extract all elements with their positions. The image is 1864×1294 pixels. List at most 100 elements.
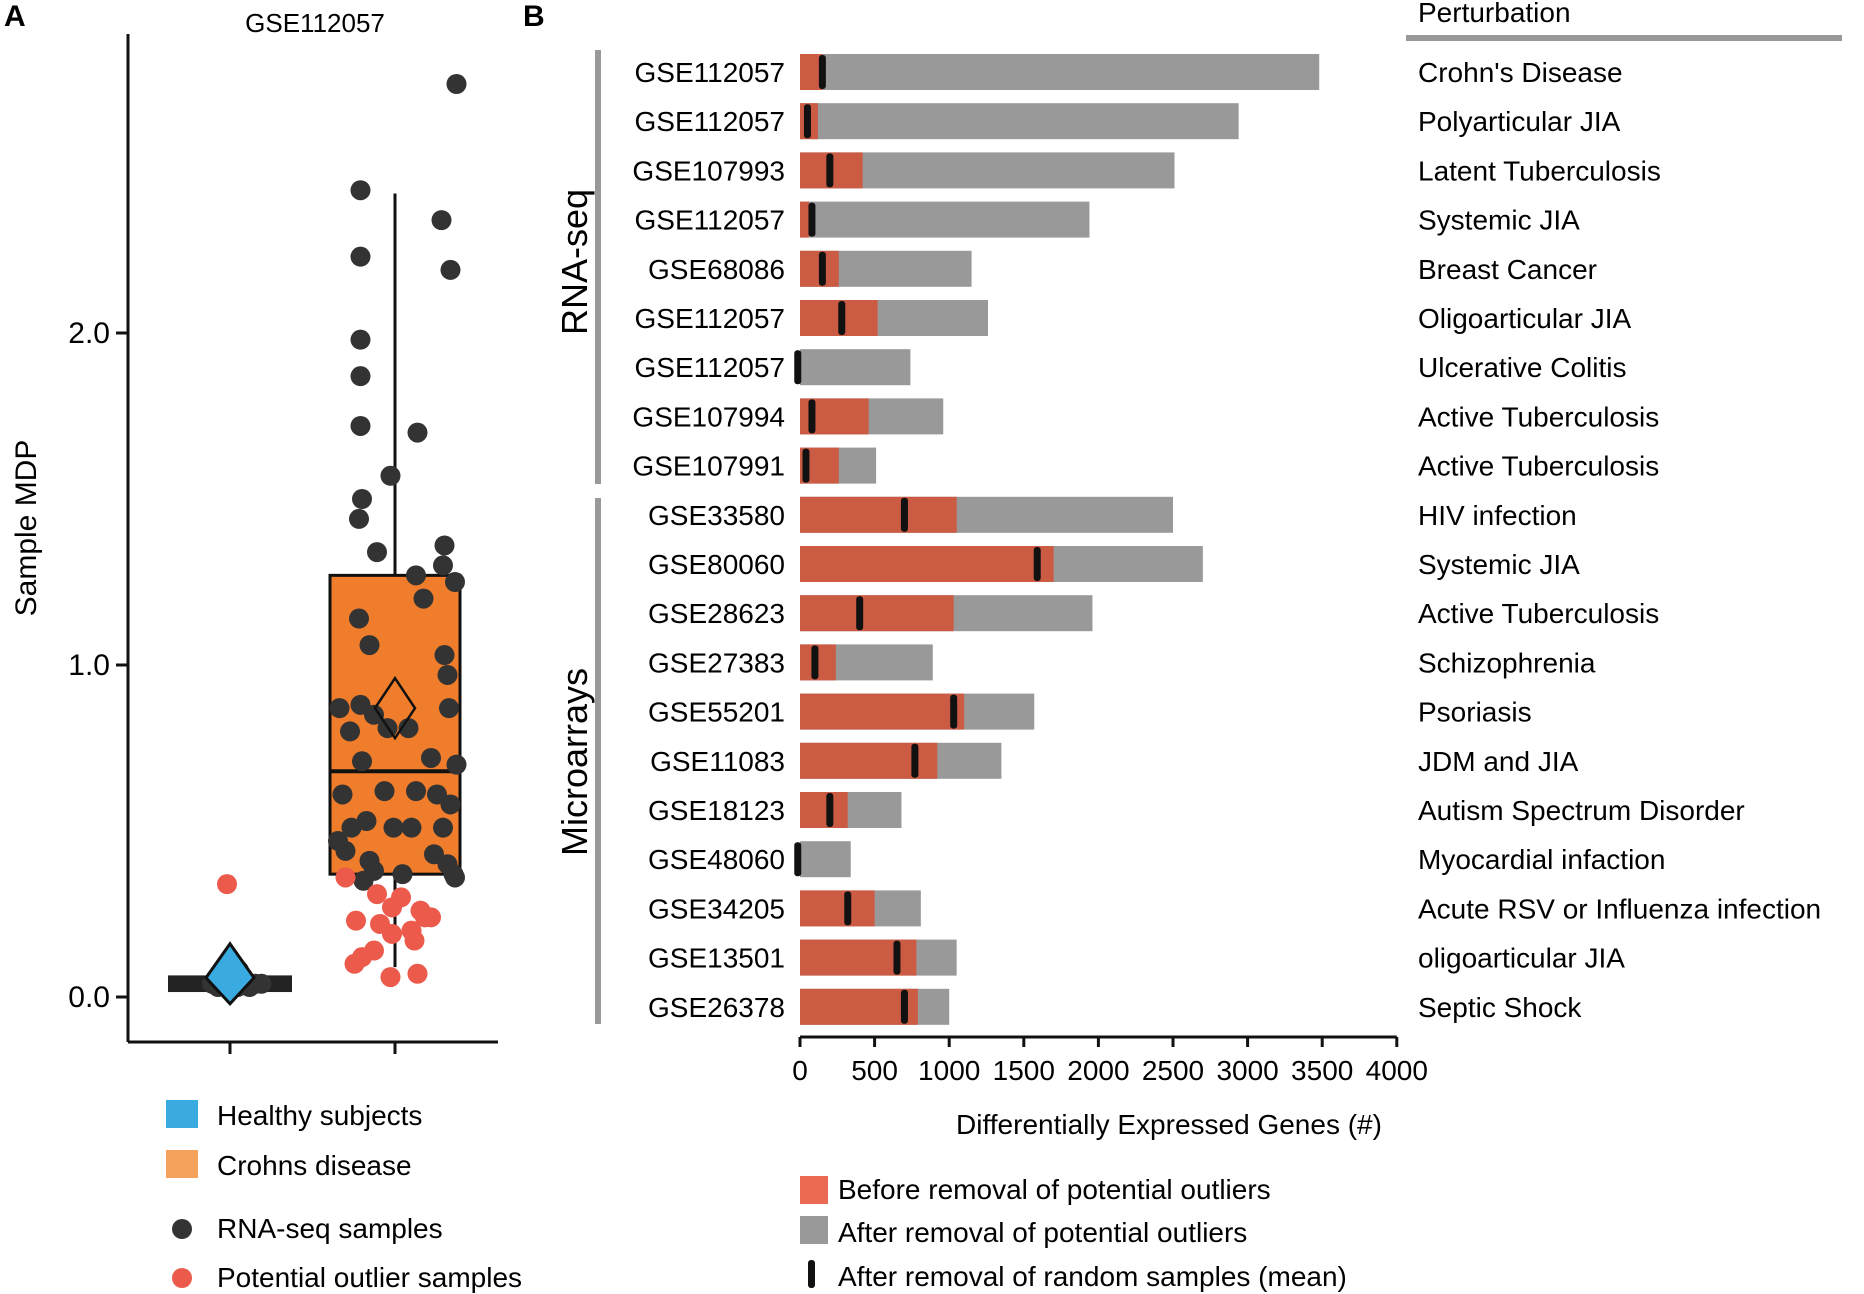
dataset-label: GSE33580	[648, 500, 785, 531]
crohns-rnaseq-point	[341, 817, 362, 838]
crohns-rnaseq-point	[383, 817, 404, 838]
dataset-label: GSE80060	[648, 549, 785, 580]
crohns-outlier-point	[404, 930, 425, 951]
crohns-rnaseq-point	[398, 718, 419, 739]
dataset-label: GSE107994	[632, 401, 785, 432]
crohns-rnaseq-point	[350, 415, 371, 436]
bar-before-removal	[800, 595, 954, 632]
x-tick-label: 4000	[1366, 1055, 1428, 1086]
crohns-rnaseq-point	[350, 329, 371, 350]
x-tick-label: 2500	[1142, 1055, 1204, 1086]
dataset-label: GSE48060	[648, 844, 785, 875]
legend-rnaseq-label: RNA-seq samples	[217, 1213, 443, 1244]
legend-random-label: After removal of random samples (mean)	[838, 1261, 1347, 1292]
random-samples-mean-mark	[900, 497, 908, 532]
crohns-rnaseq-point	[440, 794, 461, 815]
perturbation-label: Ulcerative Colitis	[1418, 352, 1627, 383]
perturbation-label: Schizophrenia	[1418, 647, 1596, 678]
panel-a-plot: 0.0 1.0 2.0	[68, 34, 498, 1054]
dataset-label: GSE13501	[648, 943, 785, 974]
perturbation-label: Systemic JIA	[1418, 549, 1580, 580]
crohns-outlier-point	[335, 867, 356, 888]
crohns-rnaseq-point	[349, 508, 369, 529]
bar-before-removal	[800, 792, 848, 828]
crohns-rnaseq-point	[356, 811, 377, 832]
bar-before-removal	[800, 988, 918, 1025]
perturbation-label: JDM and JIA	[1418, 746, 1579, 777]
crohns-rnaseq-point	[335, 840, 356, 861]
crohns-rnaseq-point	[332, 784, 353, 805]
bar-after-removal	[800, 54, 1320, 90]
perturbation-label: Latent Tuberculosis	[1418, 155, 1661, 186]
group-label-rnaseq: RNA-seq	[554, 189, 595, 335]
bar-before-removal	[800, 496, 957, 533]
bar-before-removal	[800, 693, 965, 730]
crohns-outlier-point	[382, 897, 402, 918]
perturbation-label: Acute RSV or Influenza infection	[1418, 893, 1821, 924]
legend-after-swatch	[800, 1216, 828, 1244]
perturbation-label: Active Tuberculosis	[1418, 451, 1659, 482]
crohns-outlier-point	[346, 910, 366, 931]
perturbation-label: Crohn's Disease	[1418, 57, 1623, 88]
crohns-rnaseq-point	[350, 180, 371, 201]
legend-healthy-swatch	[166, 1100, 198, 1128]
crohns-outlier-point	[352, 947, 372, 968]
perturbation-label: Septic Shock	[1418, 992, 1582, 1023]
crohns-rnaseq-point	[434, 645, 455, 666]
dataset-label: GSE112057	[635, 303, 786, 334]
crohns-rnaseq-point	[350, 246, 371, 267]
perturbation-label: Active Tuberculosis	[1418, 598, 1659, 629]
perturbation-label: Psoriasis	[1418, 697, 1532, 728]
crohns-rnaseq-point	[433, 817, 453, 838]
crohns-outlier-point	[421, 907, 441, 928]
dataset-label: GSE27383	[648, 647, 785, 678]
perturbation-header: Perturbation	[1418, 0, 1571, 28]
perturbation-label: Active Tuberculosis	[1418, 401, 1659, 432]
random-samples-mean-mark	[838, 301, 846, 335]
legend-rnaseq-dot	[172, 1219, 192, 1239]
y-tick-label: 1.0	[68, 649, 110, 682]
x-tick-label: 500	[851, 1055, 898, 1086]
legend-outlier-dot	[172, 1268, 192, 1288]
group-label-microarrays: Microarrays	[554, 668, 595, 856]
crohns-rnaseq-point	[445, 867, 465, 888]
crohns-rnaseq-point	[349, 608, 369, 629]
healthy-mean-diamond	[204, 941, 256, 1006]
legend-outlier-label: Potential outlier samples	[217, 1262, 522, 1293]
random-samples-mean-mark	[808, 202, 816, 237]
crohns-outlier-point	[382, 923, 402, 944]
dataset-label: GSE107993	[632, 155, 785, 186]
random-samples-mean-mark	[893, 940, 901, 975]
crohns-rnaseq-point	[352, 489, 372, 509]
crohns-rnaseq-point	[367, 542, 387, 563]
dataset-label: GSE26378	[648, 992, 785, 1023]
panel-a-letter: A	[4, 0, 26, 33]
dataset-label: GSE18123	[648, 795, 785, 826]
healthy-rnaseq-point	[251, 973, 272, 994]
perturbation-label: Autism Spectrum Disorder	[1418, 795, 1745, 826]
perturbation-label: HIV infection	[1418, 500, 1577, 531]
legend-random-mark	[808, 1260, 815, 1288]
bar-before-removal	[800, 201, 809, 238]
crohns-rnaseq-point	[431, 210, 452, 231]
bar-before-removal	[800, 890, 875, 927]
crohns-rnaseq-point	[353, 870, 374, 891]
random-samples-mean-mark	[802, 448, 810, 483]
random-samples-mean-mark	[808, 399, 816, 434]
crohns-outlier-point	[367, 884, 387, 905]
y-tick-label: 2.0	[68, 317, 110, 350]
random-samples-mean-mark	[826, 793, 834, 827]
random-samples-mean-mark	[844, 891, 852, 926]
crohns-rnaseq-point	[374, 781, 395, 802]
bar-before-removal	[800, 546, 1054, 582]
panel-b-xlabel: Differentially Expressed Genes (#)	[956, 1109, 1382, 1140]
random-samples-mean-mark	[950, 694, 958, 729]
x-tick-label: 3000	[1216, 1055, 1278, 1086]
crohns-rnaseq-point	[407, 422, 428, 443]
perturbation-label: Systemic JIA	[1418, 205, 1580, 236]
crohns-rnaseq-point	[392, 864, 413, 885]
crohns-rnaseq-point	[340, 721, 360, 742]
perturbation-label: Polyarticular JIA	[1418, 106, 1621, 137]
crohns-rnaseq-point	[406, 565, 426, 586]
